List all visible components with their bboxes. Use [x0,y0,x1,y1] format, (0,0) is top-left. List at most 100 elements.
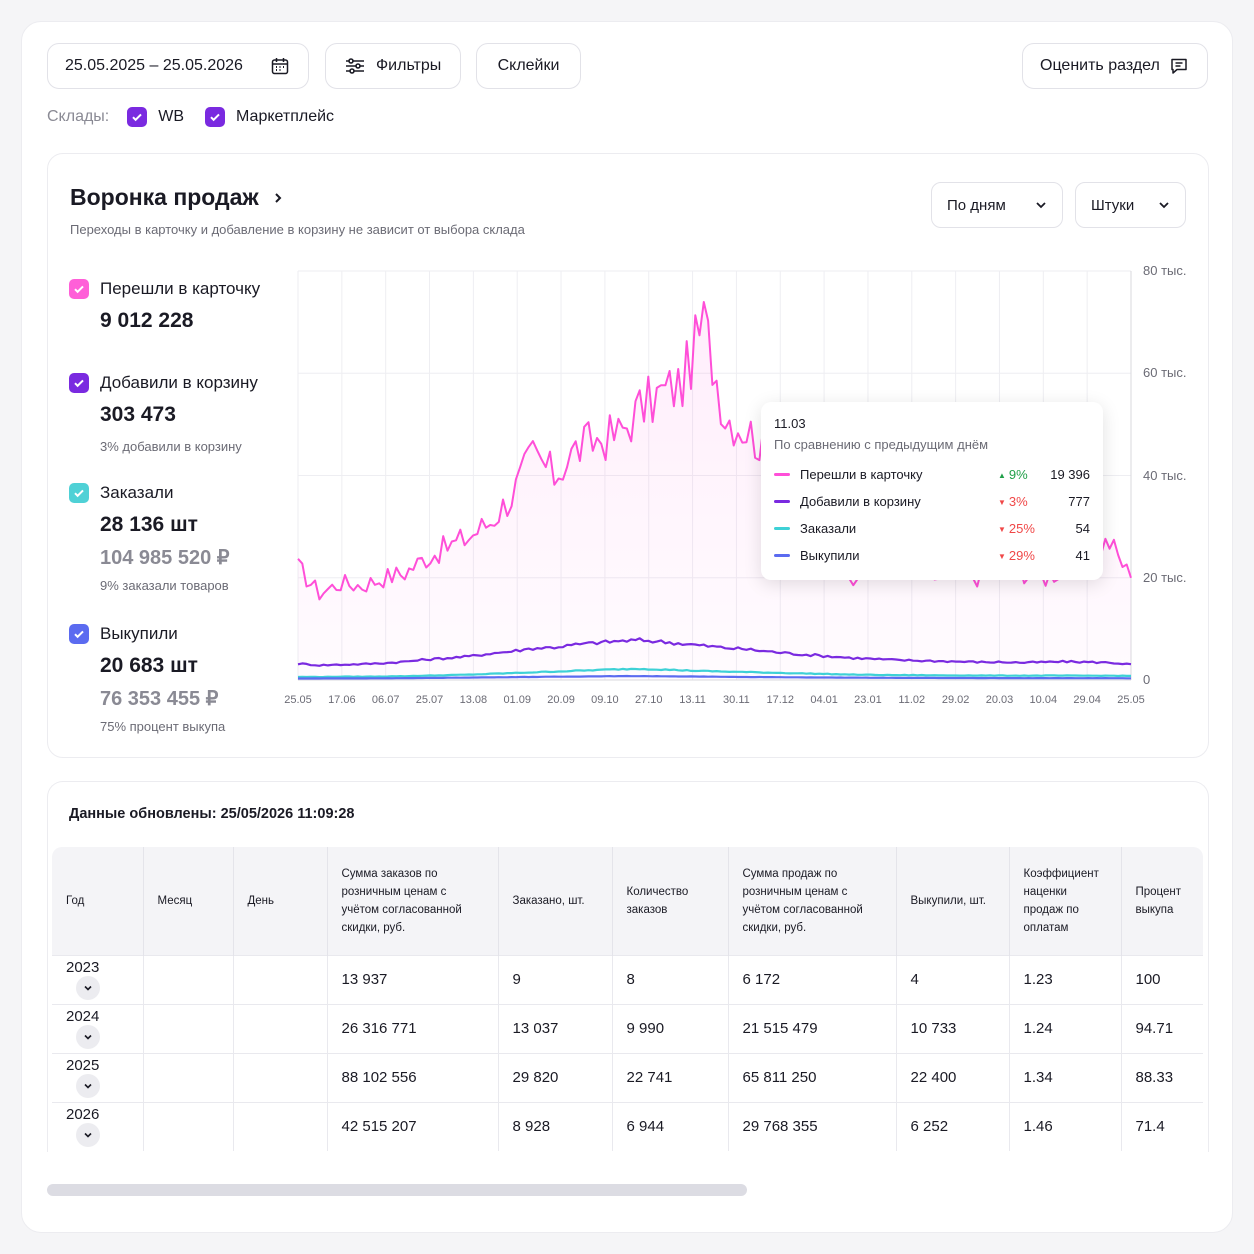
tooltip-series-name: Выкупили [800,547,860,563]
table-cell: 71.4 [1121,1101,1203,1151]
y-tick-label: 60 тыс. [1143,365,1187,381]
table-cell: 88.33 [1121,1052,1203,1102]
table-cell: 8 [612,954,729,1004]
table-cell: 13 037 [498,1003,613,1053]
merges-label: Склейки [497,57,560,74]
table-cell [233,1003,328,1053]
column-header[interactable]: Месяц [143,847,234,955]
warehouse-marketplace-checkbox[interactable] [205,107,226,127]
expand-chevron-icon[interactable] [76,1123,100,1148]
table-cell [143,954,234,1004]
unit-select[interactable]: Штуки [1075,182,1186,228]
period-select[interactable]: По дням [931,182,1063,228]
table-cell: 26 316 771 [327,1003,499,1053]
tooltip-row: Выкупили ▼ 29% 41 [774,545,1090,565]
legend-swatch [774,553,790,557]
funnel-title-link[interactable]: Воронка продаж [70,184,285,211]
metric-money: 104 985 520 ₽ [100,547,230,569]
column-header[interactable]: Количество заказов [612,847,729,955]
series-line-2[interactable] [297,667,1131,679]
column-header[interactable]: Коэффициент наценки продаж по оплатам [1009,847,1122,955]
column-header[interactable]: Процент выкупа [1121,847,1203,955]
arrow-down-icon: ▼ 29% [998,547,1035,563]
expand-chevron-icon[interactable] [76,976,100,1000]
metric-label: Добавили в корзину [100,373,258,392]
table-row: 2026 42 515 207 8 928 6 944 29 768 355 6 252 1… [52,1101,1203,1151]
x-tick-label: 17.06 [328,694,356,706]
tooltip-change: 25% [1008,520,1035,536]
table-cell: 29 820 [498,1052,613,1102]
metric-note: 9% заказали товаров [100,578,229,593]
table-cell [143,1101,234,1151]
horizontal-scrollbar[interactable] [47,1184,747,1196]
date-range-picker[interactable]: 25.05.2025 – 25.05.2026 [47,43,309,89]
merges-button[interactable]: Склейки [476,43,581,89]
x-tick-label: 20.03 [985,694,1014,706]
legend-swatch [774,526,790,530]
calendar-icon [270,56,290,76]
metric-note: 75% процент выкупа [100,719,226,734]
table-cell: 100 [1121,954,1203,1004]
x-tick-label: 09.10 [591,694,619,706]
x-tick-label: 01.09 [503,694,531,706]
column-header[interactable]: Сумма заказов по розничным ценам с учёто… [327,847,499,955]
tooltip-caption: По сравнению с предыдущим днём [774,437,989,452]
tooltip-value: 777 [1068,493,1090,509]
metric-cart-checkbox[interactable] [69,373,89,393]
tooltip-series-name: Перешли в карточку [800,466,923,482]
filters-label: Фильтры [376,57,442,74]
metric-views-checkbox[interactable] [69,279,89,299]
column-header[interactable]: Заказано, шт. [498,847,613,955]
warehouses-filter: Склады: WB Маркетплейс [47,106,334,128]
expand-chevron-icon[interactable] [76,1025,100,1049]
x-tick-label: 20.09 [547,694,575,706]
table-cell: 1.23 [1009,954,1122,1004]
column-header[interactable]: Выкупили, шт. [896,847,1010,955]
warehouse-wb-checkbox[interactable] [127,107,148,127]
metric-label: Выкупили [100,624,178,643]
tooltip-change: 29% [1008,547,1035,563]
table-cell [233,954,328,1004]
warehouses-label: Склады: [47,108,110,125]
filters-button[interactable]: Фильтры [325,43,461,89]
expand-chevron-icon[interactable] [76,1074,100,1098]
x-tick-label: 25.07 [415,694,444,706]
tooltip-change: 9% [1008,466,1028,482]
column-header[interactable]: День [233,847,328,955]
table-cell: 2024 [52,1003,144,1053]
rate-section-label: Оценить раздел [1040,57,1160,74]
series-line-1[interactable] [297,637,1132,667]
metric-label: Заказали [100,483,174,502]
date-range-value: 25.05.2025 – 25.05.2026 [65,57,243,74]
metric-label: Перешли в карточку [100,279,261,298]
column-header[interactable]: Год [52,847,144,955]
metric-value: 9 012 228 [100,309,194,332]
table-cell: 6 944 [612,1101,729,1151]
updated-timestamp: Данные обновлены: 25/05/2026 11:09:28 [69,806,355,822]
metric-orders-checkbox[interactable] [69,483,89,503]
y-tick-label: 20 тыс. [1143,569,1187,585]
table-cell: 94.71 [1121,1003,1203,1053]
series-line-3[interactable] [298,674,1131,680]
table-cell: 21 515 479 [728,1003,897,1053]
metric-buyouts-checkbox[interactable] [69,624,89,644]
tooltip-change: 3% [1008,493,1028,509]
sales-funnel-card: Воронка продаж Переходы в карточку и доб… [47,153,1209,758]
table-cell: 6 172 [728,954,897,1004]
x-tick-label: 29.02 [941,694,970,706]
rate-section-button[interactable]: Оценить раздел [1022,43,1208,89]
warehouse-marketplace-label[interactable]: Маркетплейс [236,108,335,125]
table-cell [143,1003,234,1053]
table-row: 2023 13 937 9 8 6 172 4 1.23 100 [52,954,1203,1004]
table-cell: 65 811 250 [728,1052,897,1102]
column-header[interactable]: Сумма продаж по розничным ценам с учётом… [728,847,897,955]
metric-value: 20 683 шт [100,654,198,677]
funnel-title: Воронка продаж [70,184,259,210]
arrow-down-icon: ▼ 3% [998,493,1028,509]
warehouse-wb-label[interactable]: WB [158,108,185,125]
tooltip-row: Перешли в карточку ▲ 9% 19 396 [774,464,1090,484]
tooltip-value: 54 [1075,520,1090,536]
year-label: 2025 [66,1057,100,1074]
table-cell: 4 [896,954,1010,1004]
table-cell: 9 990 [612,1003,729,1053]
